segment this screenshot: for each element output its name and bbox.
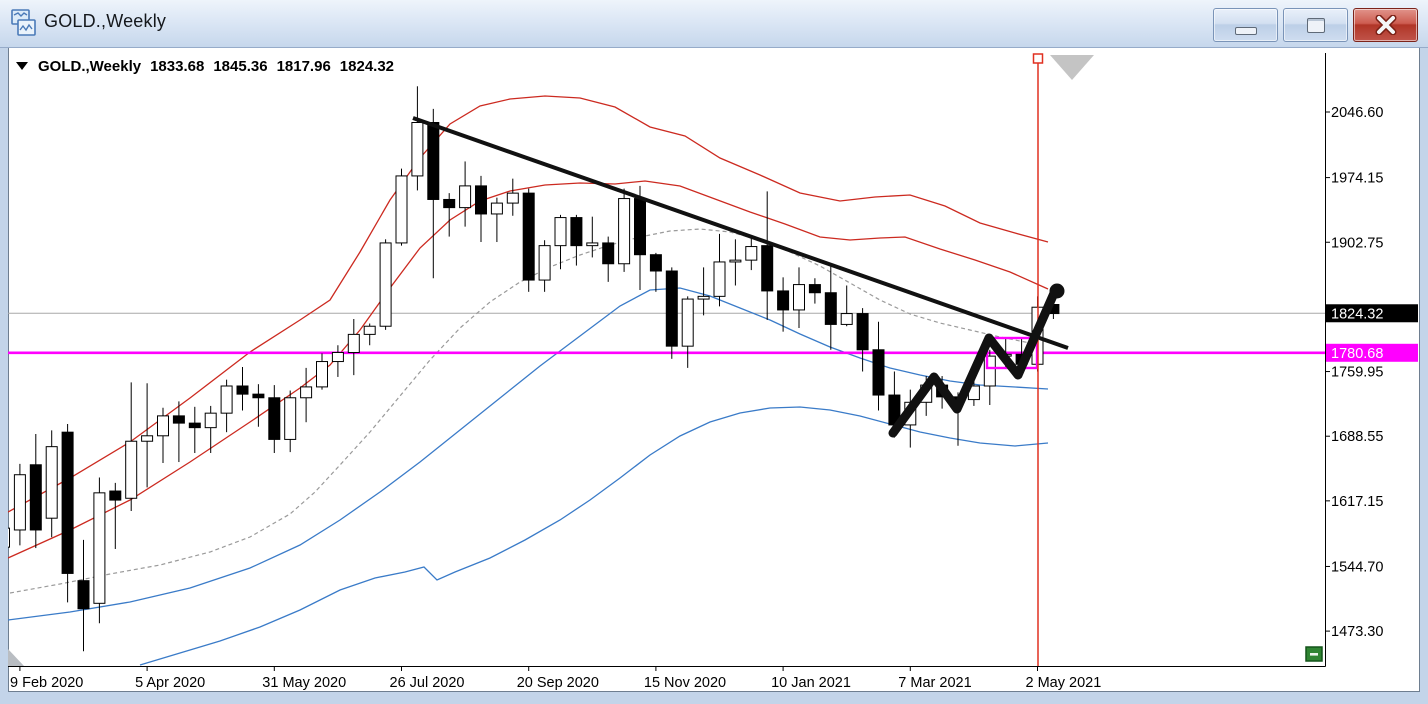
minimize-icon [1234, 27, 1257, 35]
restore-icon [1306, 17, 1325, 33]
chart-client-area [8, 47, 1420, 692]
ohlc-low: 1817.96 [276, 57, 331, 75]
window-controls [1213, 8, 1418, 42]
restore-button[interactable] [1283, 8, 1348, 42]
minimize-button[interactable] [1213, 8, 1278, 42]
ohlc-close: 1824.32 [339, 57, 395, 75]
title-bar[interactable]: GOLD.,Weekly [0, 0, 1428, 48]
close-button[interactable] [1353, 8, 1418, 42]
ohlc-open: 1833.68 [150, 57, 205, 75]
symbol-name: GOLD.,Weekly [38, 57, 142, 75]
window-title: GOLD.,Weekly [44, 11, 167, 31]
close-icon [1375, 15, 1396, 35]
symbol-info-bar: GOLD.,Weekly 1833.68 1845.36 1817.96 182… [16, 57, 394, 75]
chart-window-icon [11, 9, 37, 37]
ohlc-high: 1845.36 [213, 57, 268, 75]
symbol-dropdown-arrow[interactable] [16, 62, 28, 70]
